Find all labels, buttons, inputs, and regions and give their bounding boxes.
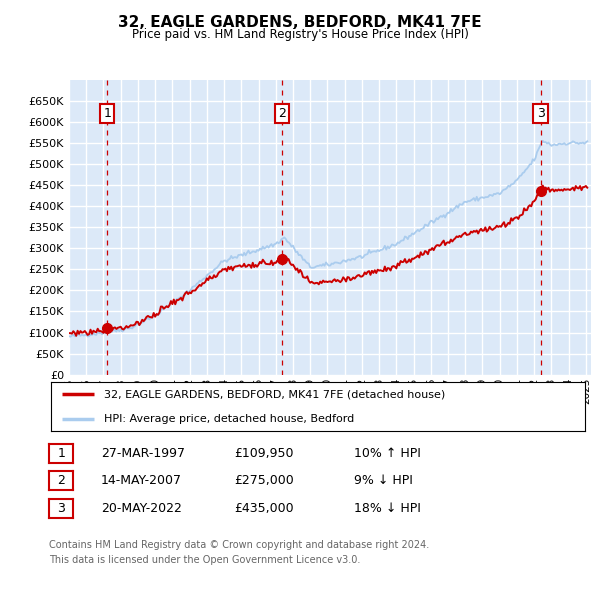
Text: 3: 3 [57,502,65,515]
Text: 14-MAY-2007: 14-MAY-2007 [101,474,182,487]
Text: HPI: Average price, detached house, Bedford: HPI: Average price, detached house, Bedf… [104,414,355,424]
Text: 32, EAGLE GARDENS, BEDFORD, MK41 7FE (detached house): 32, EAGLE GARDENS, BEDFORD, MK41 7FE (de… [104,389,446,399]
Text: This data is licensed under the Open Government Licence v3.0.: This data is licensed under the Open Gov… [49,555,361,565]
Text: 20-MAY-2022: 20-MAY-2022 [101,502,182,515]
Text: 9% ↓ HPI: 9% ↓ HPI [354,474,413,487]
Text: £435,000: £435,000 [234,502,293,515]
Text: Contains HM Land Registry data © Crown copyright and database right 2024.: Contains HM Land Registry data © Crown c… [49,540,430,550]
Text: £275,000: £275,000 [234,474,294,487]
Text: 2: 2 [57,474,65,487]
Text: 10% ↑ HPI: 10% ↑ HPI [354,447,421,460]
Text: 27-MAR-1997: 27-MAR-1997 [101,447,185,460]
Text: Price paid vs. HM Land Registry's House Price Index (HPI): Price paid vs. HM Land Registry's House … [131,28,469,41]
Text: 1: 1 [103,107,112,120]
Text: 32, EAGLE GARDENS, BEDFORD, MK41 7FE: 32, EAGLE GARDENS, BEDFORD, MK41 7FE [118,15,482,30]
Text: 2: 2 [278,107,286,120]
Text: 3: 3 [536,107,544,120]
Text: £109,950: £109,950 [234,447,293,460]
Text: 18% ↓ HPI: 18% ↓ HPI [354,502,421,515]
Text: 1: 1 [57,447,65,460]
